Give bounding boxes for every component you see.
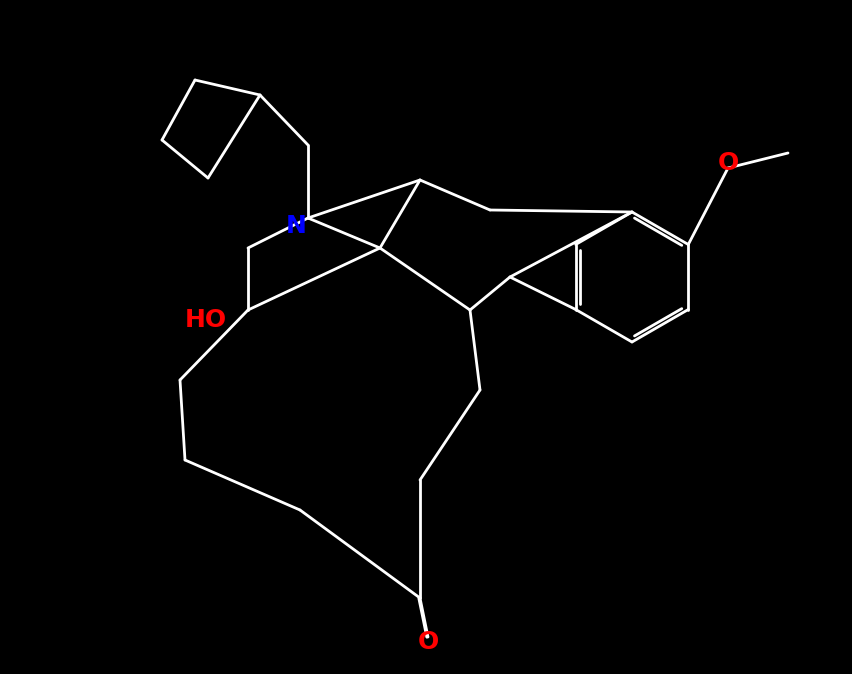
Text: O: O	[417, 630, 438, 654]
Text: O: O	[717, 151, 738, 175]
Text: N: N	[285, 214, 306, 238]
Text: HO: HO	[185, 308, 227, 332]
